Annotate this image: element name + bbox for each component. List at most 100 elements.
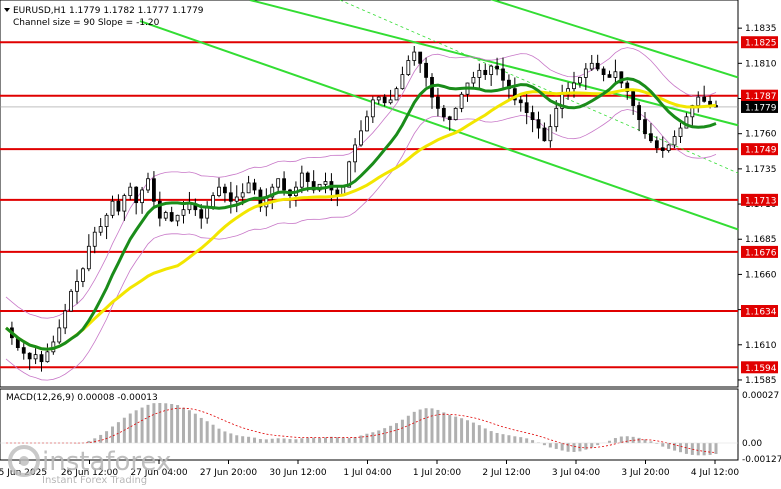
level-badge bbox=[741, 361, 778, 374]
level-badge-label: 1.1634 bbox=[745, 308, 777, 318]
candle-body bbox=[282, 178, 286, 191]
candle-body bbox=[654, 140, 659, 149]
candle-body bbox=[217, 186, 221, 197]
candle-body bbox=[199, 209, 204, 219]
level-badge-label: 1.1676 bbox=[745, 248, 777, 258]
candle-body bbox=[607, 74, 612, 78]
y-tick-label: 1.1810 bbox=[745, 59, 777, 69]
level-badge-label: 1.1787 bbox=[745, 92, 777, 102]
y-tick-label: 1.1660 bbox=[745, 270, 777, 280]
candle-body bbox=[323, 181, 328, 185]
candle-body bbox=[524, 102, 529, 113]
logo-icon bbox=[8, 445, 40, 477]
y-tick-label: 1.1760 bbox=[745, 130, 777, 140]
candle-body bbox=[382, 96, 387, 104]
candle-body bbox=[157, 200, 162, 219]
x-tick-label: 27 Jun 04:00 bbox=[130, 468, 187, 478]
macd-axis-label: 0.00027 bbox=[742, 391, 779, 401]
x-tick-label: 4 Jul 12:00 bbox=[691, 468, 740, 478]
candle-body bbox=[649, 133, 653, 142]
level-badges: 1.1825 1.1787 1.1749 1.1713 1.1676 1.1634 1.15… bbox=[741, 36, 778, 374]
candle-body bbox=[211, 195, 215, 208]
x-tick-label: 1 Jul 04:00 bbox=[343, 468, 392, 478]
candle-body bbox=[471, 77, 476, 84]
level-badge-label: 1.1594 bbox=[745, 364, 777, 374]
candle-body bbox=[169, 212, 174, 222]
candle-body bbox=[702, 96, 707, 102]
candle-body bbox=[175, 214, 180, 222]
candle-body bbox=[542, 127, 547, 142]
candle-body bbox=[400, 74, 405, 90]
candle-body bbox=[181, 209, 186, 216]
candle-body bbox=[122, 195, 127, 212]
candle-body bbox=[696, 96, 701, 106]
envelope-lower bbox=[5, 109, 717, 381]
candle-body bbox=[116, 200, 121, 212]
instaforex-logo: instaforex Instant Forex Trading bbox=[8, 445, 171, 486]
level-badge bbox=[741, 89, 778, 102]
candle-body bbox=[578, 77, 582, 84]
candle-body bbox=[39, 354, 44, 363]
candle-body bbox=[625, 82, 630, 92]
candle-body bbox=[69, 290, 73, 312]
candle-body bbox=[270, 186, 275, 198]
candle-body bbox=[347, 161, 352, 188]
chart-title: EURUSD,H1 1.1779 1.1782 1.1777 1.1779 bbox=[13, 6, 204, 16]
candle-body bbox=[394, 88, 399, 101]
candle-body bbox=[666, 144, 671, 151]
logo-text: instaforex bbox=[42, 447, 171, 477]
candle-body bbox=[678, 127, 683, 137]
x-tick-label: 3 Jul 04:00 bbox=[552, 468, 601, 478]
candle-body bbox=[501, 68, 505, 81]
candle-body bbox=[453, 107, 458, 121]
x-tick-label: 30 Jun 12:00 bbox=[269, 468, 326, 478]
logo-tagline: Instant Forex Trading bbox=[42, 475, 147, 486]
candle-body bbox=[370, 99, 375, 118]
candle-body bbox=[583, 68, 588, 78]
x-tick-label: 2 Jul 12:00 bbox=[482, 468, 531, 478]
candle-body bbox=[27, 352, 32, 360]
candle-body bbox=[595, 62, 600, 70]
candle-body bbox=[495, 65, 499, 70]
candle-body bbox=[128, 186, 133, 197]
candle-body bbox=[530, 112, 535, 121]
level-badge bbox=[741, 193, 778, 206]
macd-label: MACD(12,26,9) 0.00008 -0.00013 bbox=[6, 393, 158, 403]
y-tick-label: 1.1585 bbox=[745, 376, 777, 386]
candlesticks bbox=[10, 46, 718, 372]
channel-line bbox=[490, 0, 739, 79]
candle-body bbox=[104, 214, 109, 227]
candle-body bbox=[246, 182, 251, 194]
candle-body bbox=[57, 327, 62, 343]
candle-body bbox=[631, 91, 636, 106]
candle-body bbox=[613, 71, 618, 78]
candle-body bbox=[388, 99, 393, 104]
candle-body bbox=[353, 144, 357, 163]
x-tick-label: 26 Jun 12:00 bbox=[61, 468, 118, 478]
ma-fast-line bbox=[5, 77, 717, 351]
candle-body bbox=[276, 178, 281, 188]
channel-line bbox=[139, 20, 739, 231]
candle-body bbox=[187, 203, 192, 211]
candle-body bbox=[163, 212, 168, 219]
candle-body bbox=[518, 99, 523, 104]
candle-body bbox=[483, 69, 488, 75]
level-badge-label: 1.1713 bbox=[745, 196, 777, 206]
macd-axis-label: -0.00127 bbox=[742, 455, 781, 465]
candle-body bbox=[299, 172, 304, 188]
candle-body bbox=[92, 231, 97, 247]
level-badge bbox=[741, 143, 778, 156]
channel-line bbox=[249, 0, 739, 127]
candle-body bbox=[240, 192, 245, 198]
level-badge bbox=[741, 36, 778, 49]
candle-body bbox=[234, 196, 239, 202]
candle-body bbox=[672, 136, 677, 146]
candle-body bbox=[637, 105, 641, 121]
candle-body bbox=[152, 178, 156, 202]
dropdown-arrow-icon[interactable] bbox=[4, 8, 10, 12]
candle-body bbox=[477, 69, 482, 78]
candle-body bbox=[33, 354, 38, 360]
x-tick-label: 27 Jun 20:00 bbox=[200, 468, 257, 478]
